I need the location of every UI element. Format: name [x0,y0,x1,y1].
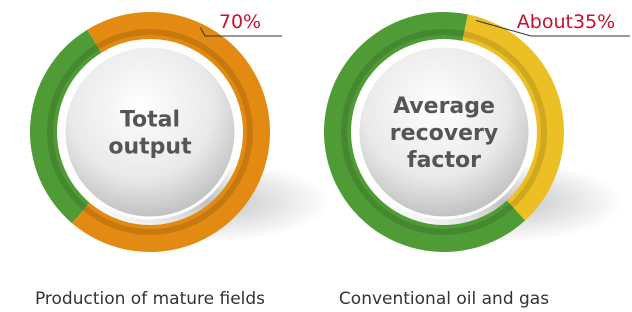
value-label: 70% [219,11,261,33]
center-label: Average [393,94,495,119]
caption: Production of mature fields [35,289,265,309]
infographic: Totaloutput 70% Production of mature field… [0,0,632,312]
center-label: recovery [390,121,498,146]
center-label: output [108,135,192,160]
caption: Conventional oil and gas [339,289,549,309]
center-label: Total [120,108,180,133]
value-label: About35% [517,11,615,33]
center-label: factor [407,148,481,173]
